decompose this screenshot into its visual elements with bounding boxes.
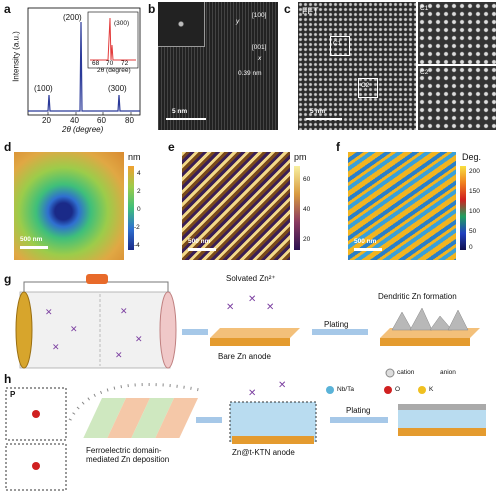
afm-unit: nm xyxy=(128,152,141,162)
inset-tick-68: 68 xyxy=(92,60,100,67)
c1-inset-label: C1 xyxy=(420,5,429,12)
svg-text:✕: ✕ xyxy=(52,342,60,352)
dendritic-label: Dendritic Zn formation xyxy=(378,292,457,301)
panel-c-label: c xyxy=(284,2,291,16)
afm-tick-m4: -4 xyxy=(134,242,140,249)
c1-label: C1 xyxy=(333,40,342,47)
inset-tick-70: 70 xyxy=(106,60,114,67)
pfm-phase-tick-100: 100 xyxy=(469,208,480,215)
afm-height-map xyxy=(14,152,124,260)
afm-colorbar xyxy=(128,166,134,250)
legend-nbta: Nb/Ta xyxy=(337,386,354,393)
lattice-spacing: 0.39 nm xyxy=(238,70,262,77)
pfm-amp-scale-label: 500 nm xyxy=(188,238,211,245)
pfm-amp-tick-40: 40 xyxy=(303,206,311,213)
legend-anion: anion xyxy=(440,369,456,376)
c1-box xyxy=(330,36,350,56)
dir-001: [001] xyxy=(252,44,267,51)
fft-image xyxy=(298,2,416,130)
pfm-amp-unit: pm xyxy=(294,152,307,162)
pfm-amp-scalebar xyxy=(188,248,216,251)
ferro-label: Ferroelectric domain- mediated Zn deposi… xyxy=(86,446,170,464)
afm-tick-2: 2 xyxy=(137,188,141,195)
xrd-tick-60: 60 xyxy=(97,116,106,125)
pfm-amp-tick-60: 60 xyxy=(303,176,311,183)
pfm-amp-colorbar xyxy=(294,166,300,250)
panel-b-label: b xyxy=(148,2,156,16)
fft-scalebar xyxy=(306,118,342,120)
panel-h-label: h xyxy=(4,372,12,386)
schematic-g-h: ✕ ✕ ✕ ✕ ✕ ✕ ✕ ✕ ✕ ✕ ✕ xyxy=(5,274,486,491)
inset-peak-300: (300) xyxy=(114,20,130,27)
inset-tick-72: 72 xyxy=(121,60,129,67)
pfm-phase-scale-label: 500 nm xyxy=(354,238,377,245)
pfm-phase-tick-200: 200 xyxy=(469,168,480,175)
hrtem-image xyxy=(158,2,278,130)
svg-text:✕: ✕ xyxy=(135,334,143,344)
bare-zn-label: Bare Zn anode xyxy=(218,352,271,361)
pfm-phase-tick-50: 50 xyxy=(469,228,477,235)
hrtem-fft-inset xyxy=(158,2,205,47)
panel-d-label: d xyxy=(4,140,12,154)
afm-tick-0: 0 xyxy=(137,206,141,213)
xrd-ylabel: Intensity (a.u.) xyxy=(11,31,21,82)
c2-inset xyxy=(418,66,496,130)
afm-scalebar xyxy=(20,246,48,249)
legend-k: K xyxy=(429,386,434,393)
pfm-phase-unit: Deg. xyxy=(462,152,482,162)
svg-text:✕: ✕ xyxy=(120,306,128,316)
plating-label-g: Plating xyxy=(324,320,349,329)
svg-text:✕: ✕ xyxy=(278,380,286,391)
pfm-amplitude-map xyxy=(182,152,290,260)
peak-200: (200) xyxy=(63,13,82,22)
xrd-tick-80: 80 xyxy=(125,116,134,125)
legend-o: O xyxy=(395,386,401,393)
panel-f-label: f xyxy=(336,140,340,154)
c2-label: C2 xyxy=(361,82,370,89)
axis-x: x xyxy=(258,55,262,62)
pfm-phase-tick-0: 0 xyxy=(469,244,473,251)
hrtem-scalebar xyxy=(166,118,206,120)
zn-ktn-label: Zn@t-KTN anode xyxy=(232,448,295,457)
xrd-tick-20: 20 xyxy=(42,116,51,125)
svg-text:✕: ✕ xyxy=(266,302,274,313)
pfm-phase-map xyxy=(348,152,456,260)
axis-y: y xyxy=(236,18,240,25)
fft-title: FFT xyxy=(302,6,319,16)
xrd-tick-40: 40 xyxy=(70,116,79,125)
xrd-xlabel: 2θ (degree) xyxy=(62,125,104,134)
afm-tick-4: 4 xyxy=(137,170,141,177)
peak-100: (100) xyxy=(34,84,53,93)
svg-text:✕: ✕ xyxy=(248,294,256,305)
c1-inset xyxy=(418,2,496,64)
c2-box xyxy=(358,78,378,98)
pfm-amp-tick-20: 20 xyxy=(303,236,311,243)
plating-label-h: Plating xyxy=(346,406,371,415)
svg-text:✕: ✕ xyxy=(248,388,256,399)
inset-xlabel: 2θ (degree) xyxy=(97,67,131,74)
svg-text:✕: ✕ xyxy=(45,307,53,317)
legend-cation: cation xyxy=(397,369,415,376)
p-label: P xyxy=(10,390,16,399)
fft-scale-label: 5 nm xyxy=(310,108,326,115)
solvated-zn-label: Solvated Zn²⁺ xyxy=(226,274,276,283)
svg-text:✕: ✕ xyxy=(70,324,78,334)
c2-inset-label: C2 xyxy=(420,69,429,76)
pfm-phase-colorbar xyxy=(460,166,466,250)
hrtem-scale-label: 5 nm xyxy=(172,108,188,115)
dir-100: [100] xyxy=(252,12,267,19)
afm-tick-m2: -2 xyxy=(134,224,140,231)
panel-g-label: g xyxy=(4,272,12,286)
peak-300: (300) xyxy=(108,84,127,93)
svg-text:✕: ✕ xyxy=(115,350,123,360)
afm-scale-label: 500 nm xyxy=(20,236,43,243)
xrd-plot xyxy=(27,7,141,116)
panel-e-label: e xyxy=(168,140,175,154)
pfm-phase-tick-150: 150 xyxy=(469,188,480,195)
svg-text:✕: ✕ xyxy=(226,302,234,313)
panel-a-label: a xyxy=(4,2,11,16)
pfm-phase-scalebar xyxy=(354,248,382,251)
